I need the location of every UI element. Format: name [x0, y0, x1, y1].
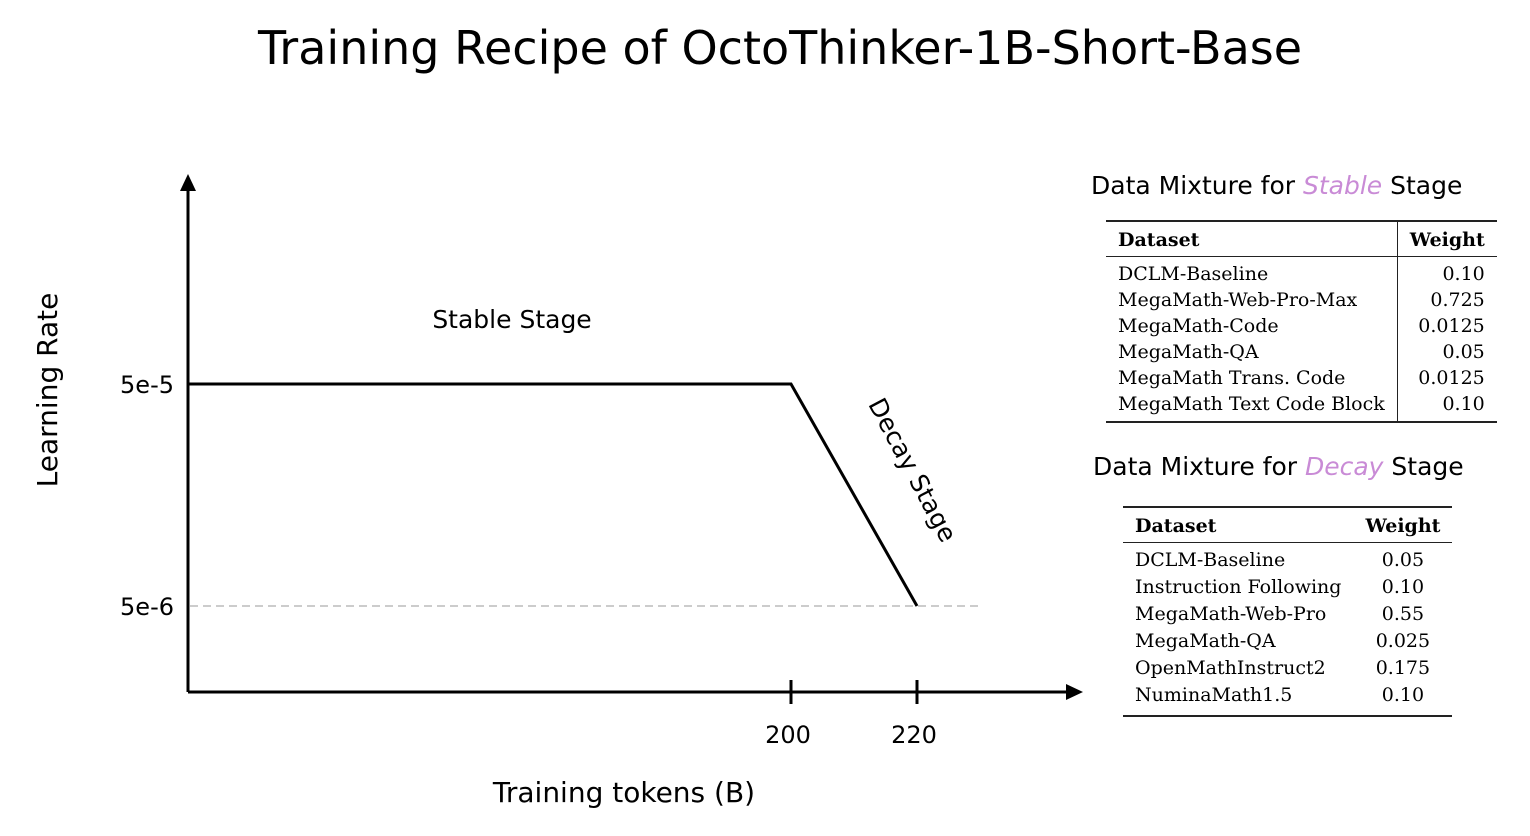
dataset-cell: MegaMath Trans. Code — [1118, 367, 1346, 389]
weight-cell: 0.10 — [1396, 391, 1497, 422]
dataset-cell: DCLM-Baseline — [1135, 549, 1286, 571]
y-tick-label: 5e-6 — [120, 593, 174, 621]
table-row: MegaMath Trans. Code 0.0125 — [1106, 365, 1497, 391]
weight-cell: 0.05 — [1396, 339, 1497, 365]
y-axis-label: Learning Rate — [31, 293, 64, 488]
dataset-cell: DCLM-Baseline — [1118, 263, 1269, 285]
decay-table-title: Data Mixture for Decay Stage — [1093, 452, 1464, 481]
column-header-dataset: Dataset — [1106, 221, 1398, 257]
table-row: MegaMath-QA 0.05 — [1106, 339, 1497, 365]
table-row: DCLM-Baseline 0.10 — [1106, 256, 1497, 287]
table-row: OpenMathInstruct2 0.175 — [1123, 655, 1452, 682]
x-tick-label: 200 — [765, 721, 811, 749]
dataset-cell: MegaMath-QA — [1118, 341, 1259, 363]
table-row: MegaMath-Web-Pro-Max 0.725 — [1106, 287, 1497, 313]
table-row: DCLM-Baseline 0.05 — [1123, 543, 1452, 575]
chart-title: Training Recipe of OctoThinker-1B-Short-… — [257, 21, 1303, 75]
weight-cell: 0.10 — [1396, 256, 1497, 287]
column-header-weight: Weight — [1396, 221, 1497, 257]
y-tick-label: 5e-5 — [120, 371, 174, 399]
y-axis-arrow — [180, 174, 196, 191]
lr-schedule-line — [188, 382, 919, 607]
weight-cell: 0.10 — [1381, 684, 1425, 706]
weight-cell: 0.10 — [1381, 576, 1425, 598]
stable-mixture-table: Dataset Weight DCLM-Baseline 0.10 MegaMath… — [1106, 220, 1497, 423]
dataset-cell: OpenMathInstruct2 — [1135, 657, 1326, 679]
decay-word: Decay — [1304, 452, 1384, 481]
learning-rate-chart: Learning Rate Training tokens (B) Stable… — [31, 174, 1083, 809]
dataset-cell: MegaMath-QA — [1135, 630, 1276, 652]
stable-stage-label: Stable Stage — [432, 305, 591, 334]
x-tick-label: 220 — [891, 721, 937, 749]
dataset-cell: NuminaMath1.5 — [1135, 684, 1293, 706]
weight-cell: 0.05 — [1381, 549, 1425, 571]
weight-cell: 0.55 — [1381, 603, 1425, 625]
weight-cell: 0.025 — [1375, 630, 1431, 652]
x-axis-arrow — [1066, 684, 1083, 700]
dataset-cell: MegaMath Text Code Block — [1118, 393, 1385, 415]
dataset-cell: MegaMath-Web-Pro-Max — [1118, 289, 1358, 311]
weight-cell: 0.725 — [1396, 287, 1497, 313]
weight-cell: 0.0125 — [1396, 313, 1497, 339]
weight-cell: 0.175 — [1375, 657, 1431, 679]
weight-cell: 0.0125 — [1396, 365, 1497, 391]
column-header-dataset: Dataset — [1123, 507, 1354, 543]
table-row: MegaMath-QA 0.025 — [1123, 628, 1452, 655]
table-row: MegaMath Text Code Block 0.10 — [1106, 391, 1497, 422]
table-row: Instruction Following 0.10 — [1123, 574, 1452, 601]
table-row: MegaMath-Web-Pro 0.55 — [1123, 601, 1452, 628]
dataset-cell: Instruction Following — [1135, 576, 1342, 598]
decay-stage-label: Decay Stage — [862, 393, 962, 547]
table-row: NuminaMath1.5 0.10 — [1123, 682, 1452, 716]
stable-word: Stable — [1302, 171, 1383, 200]
dataset-cell: MegaMath-Code — [1118, 315, 1279, 337]
column-header-weight: Weight — [1353, 507, 1453, 543]
dataset-cell: MegaMath-Web-Pro — [1135, 603, 1327, 625]
decay-mixture-table: Dataset Weight DCLM-Baseline 0.05 Instruct… — [1123, 506, 1453, 717]
stable-table-title: Data Mixture for Stable Stage — [1091, 171, 1463, 200]
x-axis-label: Training tokens (B) — [492, 776, 755, 809]
table-row: MegaMath-Code 0.0125 — [1106, 313, 1497, 339]
